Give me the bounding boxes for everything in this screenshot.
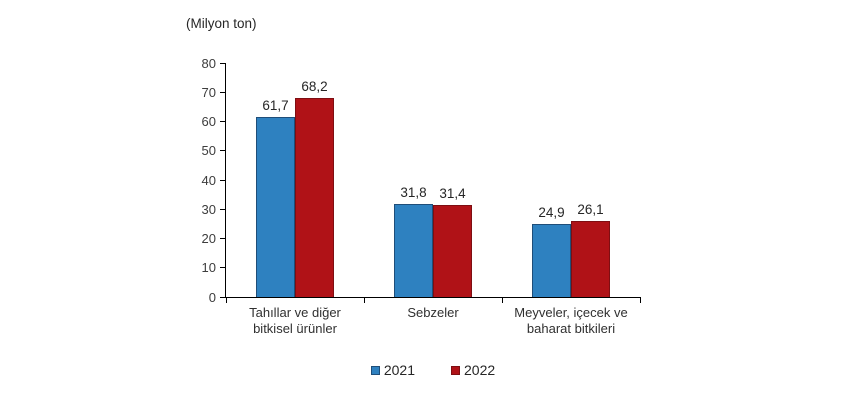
y-axis-tick [220, 62, 225, 64]
y-axis-tick [220, 91, 225, 93]
bar-value-label-2022: 68,2 [301, 78, 328, 94]
chart-title: (Milyon ton) [186, 16, 257, 31]
legend-item-2021: 2021 [370, 362, 415, 378]
bar-2022 [295, 97, 334, 297]
y-axis-tick-label: 80 [201, 55, 216, 71]
x-axis-tick [364, 298, 365, 303]
bar-2021 [532, 224, 571, 297]
x-axis-tick [502, 298, 503, 303]
legend-swatch-icon [370, 365, 380, 375]
category-label: Tahıllar ve diğer bitkisel ürünler [249, 305, 341, 336]
y-axis-tick [220, 208, 225, 210]
y-axis-tick-label: 20 [201, 231, 216, 246]
category-label: Meyveler, içecek ve baharat bitkileri [514, 305, 628, 336]
y-axis-tick-label: 40 [201, 172, 216, 188]
category-label: Sebzeler [407, 305, 459, 320]
y-axis-tick-label: 30 [201, 201, 216, 217]
y-axis-tick-label: 70 [201, 84, 216, 100]
legend: 2021 2022 [226, 362, 640, 378]
y-axis-tick-label: 60 [201, 114, 216, 129]
bar-2022 [571, 220, 610, 297]
y-axis-line [225, 63, 226, 298]
bar-value-label-2021: 61,7 [262, 97, 289, 113]
bar-value-label-2021: 24,9 [538, 205, 565, 221]
bar-2021 [256, 116, 295, 297]
bar-value-label-2022: 26,1 [577, 201, 604, 217]
y-axis-tick-label: 50 [201, 143, 216, 159]
y-axis-tick [220, 267, 225, 269]
bar-value-label-2021: 31,8 [400, 184, 427, 200]
y-axis-tick [220, 121, 225, 122]
y-axis-tick [220, 238, 225, 239]
legend-swatch-icon [451, 365, 460, 375]
y-axis-tick [220, 296, 225, 298]
y-axis-tick-label: 10 [201, 260, 216, 276]
x-axis-line [220, 297, 641, 298]
legend-label: 2021 [383, 362, 415, 378]
x-axis-tick [226, 298, 227, 303]
x-axis-tick [640, 298, 641, 303]
legend-label: 2022 [464, 362, 496, 378]
bar-2022 [433, 205, 472, 297]
bar-value-label-2022: 31,4 [439, 186, 466, 202]
legend-item-2022: 2022 [451, 362, 495, 378]
y-axis-tick-label: 0 [208, 289, 216, 305]
bar-2021 [394, 203, 433, 297]
y-axis-tick [220, 150, 225, 152]
y-axis-tick [220, 179, 225, 181]
